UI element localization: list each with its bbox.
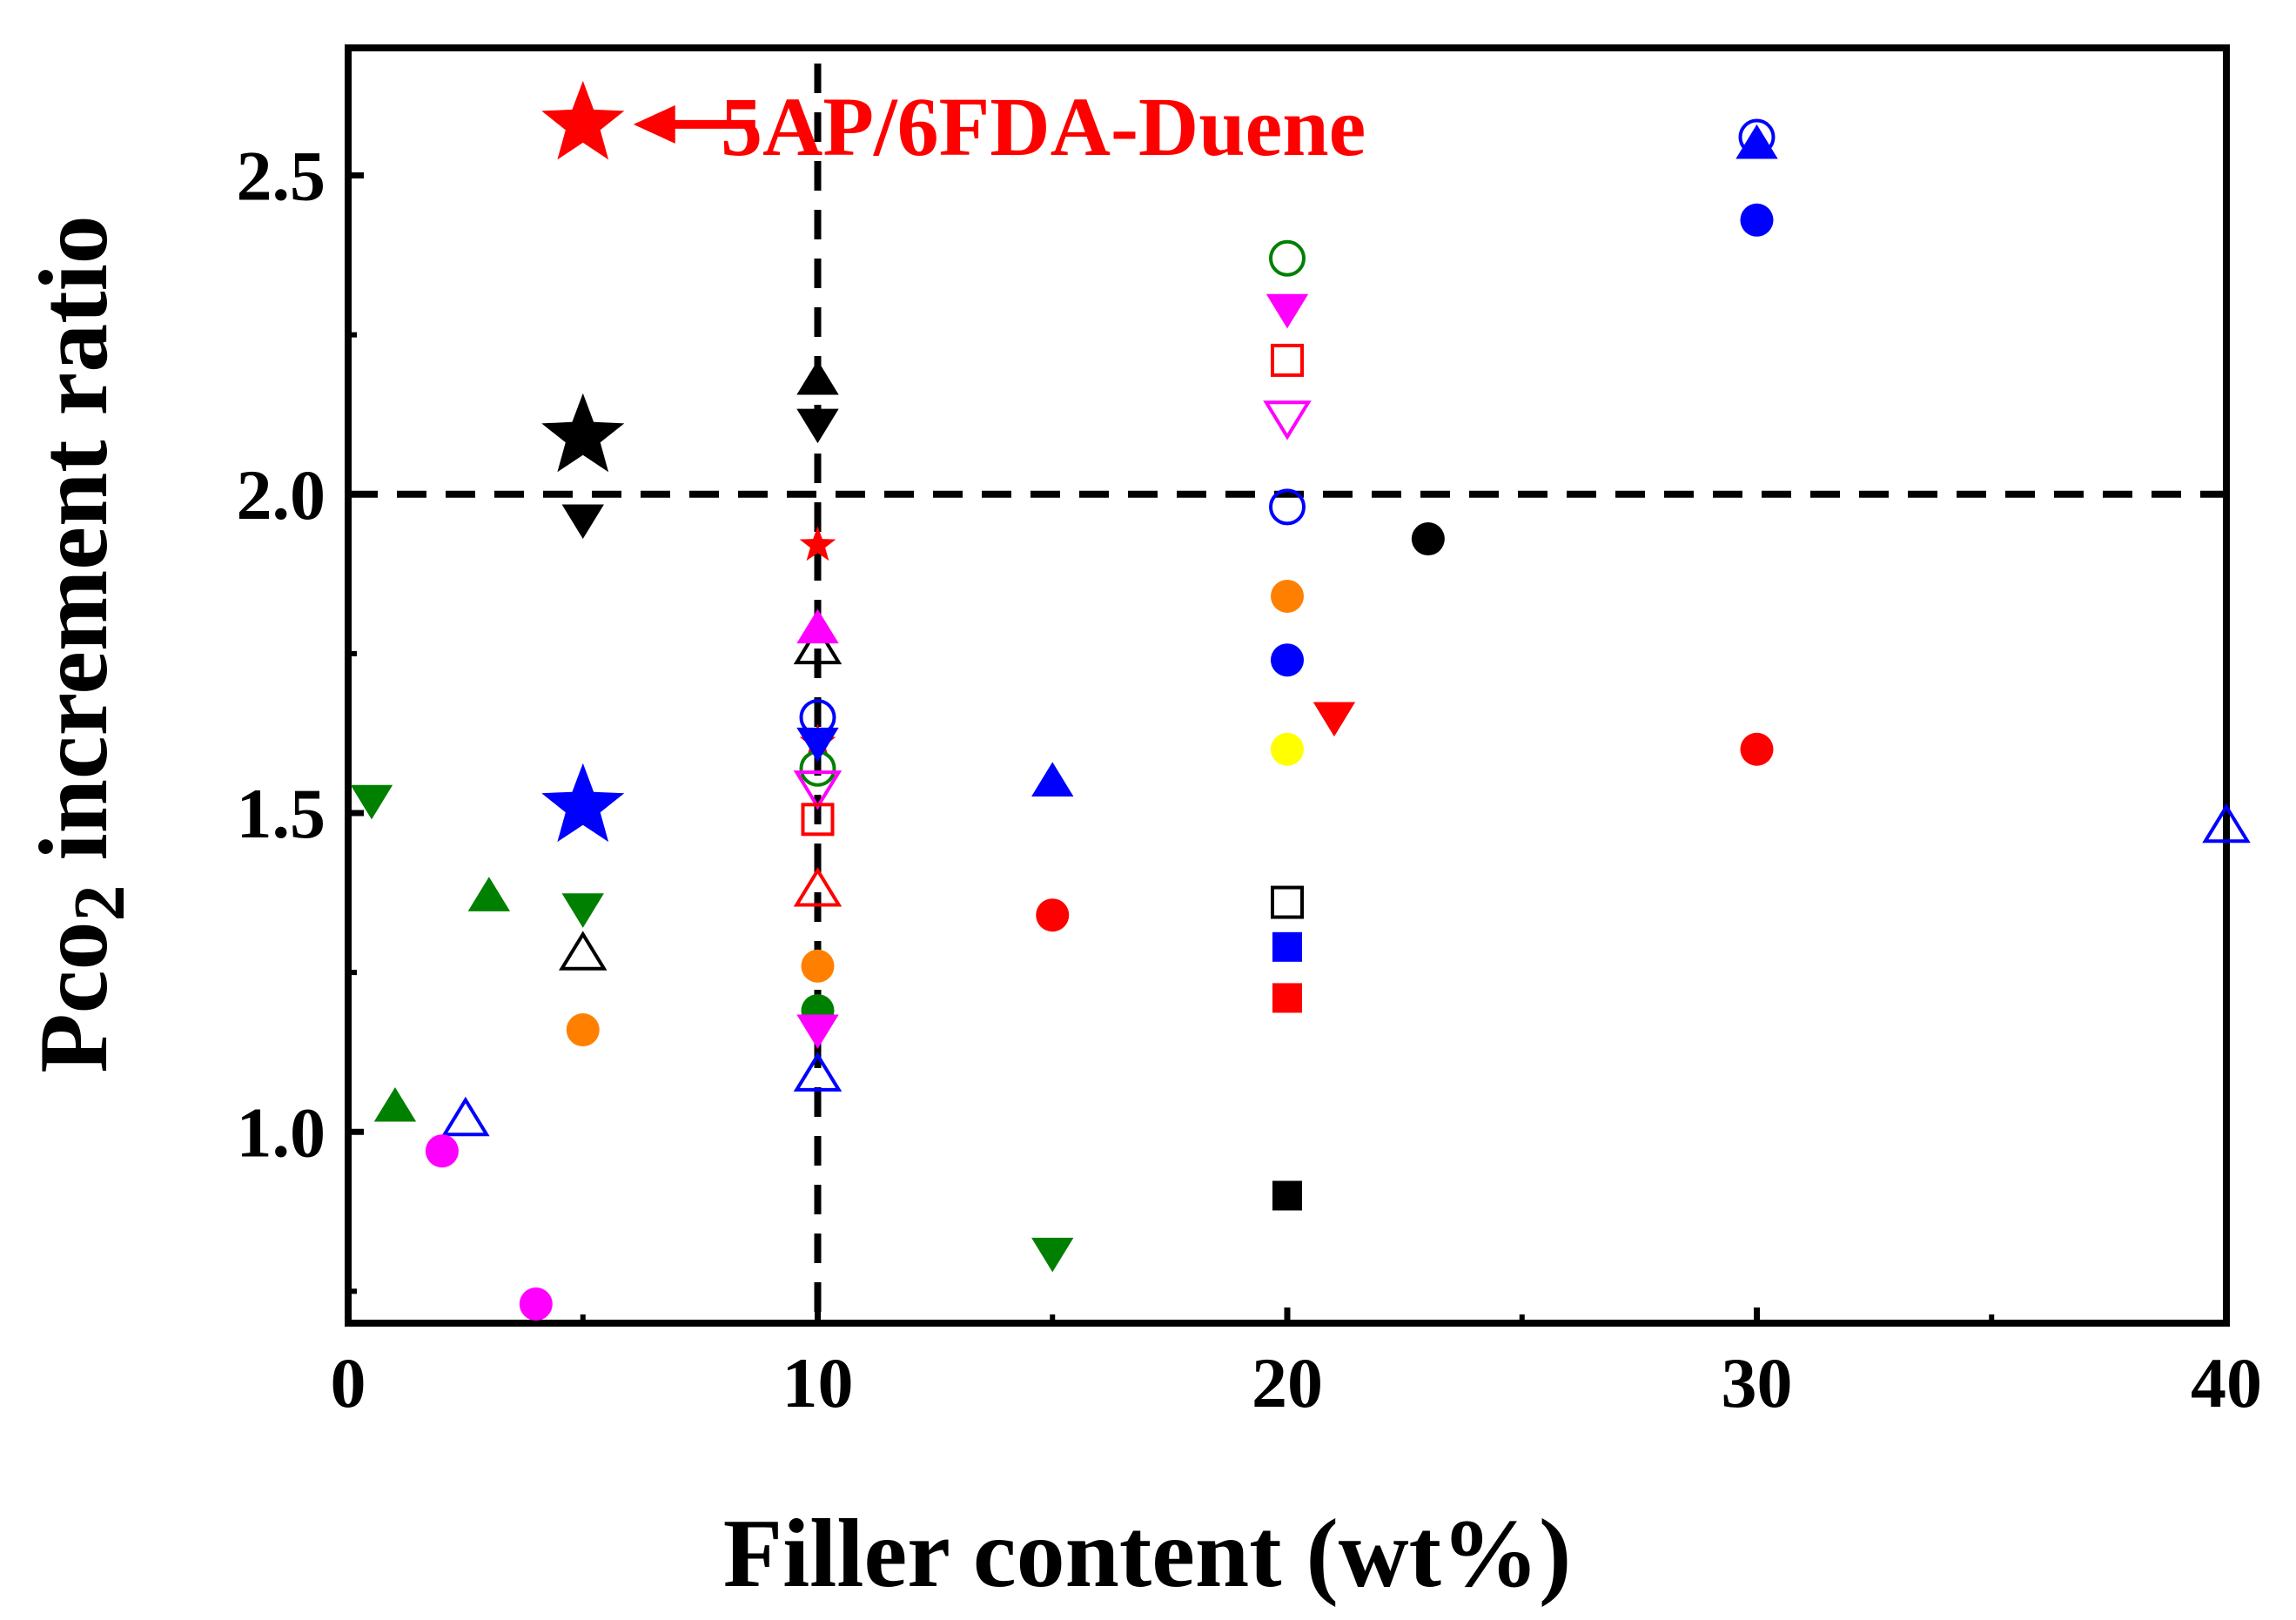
data-point-circle — [801, 949, 835, 983]
data-point-circle — [799, 699, 836, 736]
data-point-star — [799, 526, 836, 561]
data-point-circle — [1411, 522, 1445, 556]
data-point-triangle-up — [793, 1052, 843, 1092]
data-point-triangle-down — [796, 727, 839, 763]
data-point-star — [541, 80, 625, 160]
data-point-triangle-up — [796, 608, 839, 644]
data-point-circle — [1271, 579, 1304, 613]
data-point-triangle-up — [793, 624, 843, 665]
data-point-triangle-up — [373, 1086, 417, 1122]
data-point-star — [541, 763, 625, 843]
y-tick-label: 2.5 — [237, 137, 326, 216]
data-point-triangle-down — [796, 408, 839, 444]
data-point-triangle-down — [1265, 293, 1309, 329]
data-point-circle — [1269, 239, 1306, 277]
data-point-triangle-up — [796, 360, 839, 395]
data-point-circle — [1271, 732, 1304, 766]
data-point-triangle-up — [793, 867, 843, 907]
data-point-star — [541, 393, 625, 473]
data-point-circle — [566, 1013, 600, 1047]
data-point-square — [1271, 885, 1304, 919]
data-point-triangle-down — [1312, 702, 1356, 737]
data-point-triangle-up — [2202, 803, 2251, 844]
data-points — [350, 80, 2251, 1321]
data-point-triangle-down — [796, 1014, 839, 1050]
data-point-circle — [1269, 488, 1306, 526]
data-point-square — [801, 803, 835, 837]
x-axis-title: Filler content (wt%) — [723, 1500, 1572, 1608]
data-point-circle — [1738, 118, 1776, 156]
data-point-triangle-down — [793, 770, 843, 810]
data-point-triangle-down — [561, 893, 604, 928]
data-point-triangle-up — [467, 877, 511, 911]
data-point-circle — [519, 1287, 553, 1321]
data-point-circle — [1036, 898, 1070, 932]
annotation-group: 5AP/6FDA-Duene — [633, 80, 1366, 173]
data-point-square — [1271, 343, 1304, 377]
data-point-circle — [425, 1134, 459, 1168]
y-tick-label: 1.0 — [237, 1092, 326, 1172]
y-axis-title: Pco2 increment ratio — [20, 215, 140, 1072]
data-point-square — [1272, 1180, 1302, 1211]
y-axis-title-main: Pco — [20, 922, 128, 1073]
y-axis-title-subscript: 2 — [59, 885, 140, 922]
plot-border — [345, 44, 2230, 1327]
data-point-triangle-down — [350, 784, 393, 820]
axis-ticks: 0 10 20 30 40 1.0 1.5 2.0 2.5 — [237, 137, 2263, 1423]
data-point-square — [1272, 931, 1302, 962]
data-point-circle — [1740, 203, 1774, 237]
data-point-triangle-down — [561, 504, 604, 540]
data-point-triangle-down — [1031, 1237, 1074, 1273]
data-point-circle — [1271, 643, 1304, 677]
y-tick-label: 1.5 — [237, 774, 326, 853]
x-tick-label: 30 — [1722, 1343, 1793, 1422]
x-tick-label: 40 — [2191, 1343, 2262, 1422]
x-tick-label: 10 — [782, 1343, 854, 1422]
y-tick-label: 2.0 — [237, 455, 326, 534]
annotation-label: 5AP/6FDA-Duene — [721, 80, 1366, 173]
y-axis-title-rest: increment ratio — [20, 215, 128, 884]
data-point-triangle-down — [1263, 400, 1312, 440]
data-point-triangle-up — [558, 931, 608, 971]
data-point-square — [1272, 983, 1302, 1013]
data-point-circle — [1740, 732, 1774, 766]
reference-lines — [348, 64, 2226, 1323]
x-tick-label: 0 — [331, 1343, 366, 1422]
x-tick-label: 20 — [1252, 1343, 1323, 1422]
data-point-triangle-up — [441, 1096, 490, 1137]
plot-frame — [345, 44, 2230, 1327]
annotation-arrow-head — [633, 104, 675, 144]
data-point-triangle-up — [1031, 762, 1074, 797]
